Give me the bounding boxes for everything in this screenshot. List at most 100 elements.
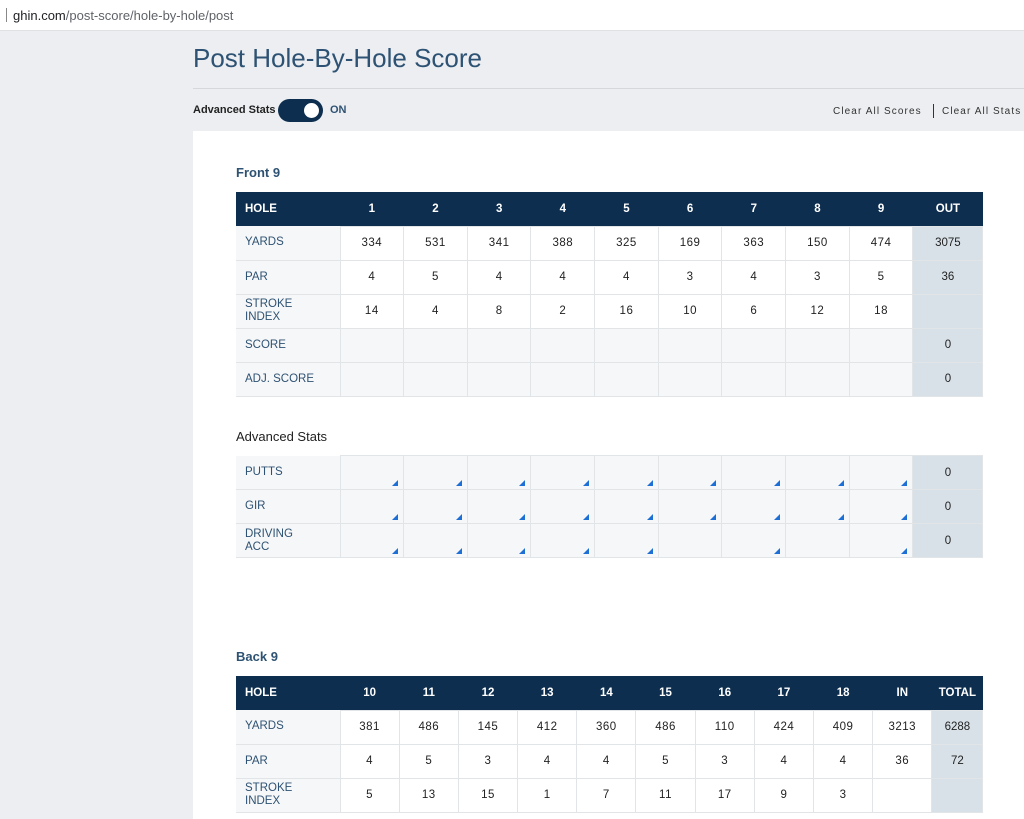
stroke-index-label-line2: INDEX [245, 311, 281, 323]
score-input-cell[interactable] [403, 327, 468, 363]
adj-score-cell [785, 361, 850, 397]
driving-acc-select-cell[interactable] [721, 523, 787, 558]
yards-label: YARDS [236, 226, 340, 261]
score-input-cell[interactable] [339, 327, 405, 363]
putts-label: PUTTS [236, 455, 340, 490]
score-input-cell[interactable] [594, 327, 659, 363]
dropdown-corner-icon [901, 480, 908, 486]
gir-select-cell[interactable] [785, 489, 850, 524]
par-value: 5 [398, 743, 459, 779]
driving-acc-select-cell[interactable] [339, 523, 405, 558]
advanced-stats-toggle[interactable] [278, 99, 323, 122]
browser-address-bar[interactable]: ghin.com/post-score/hole-by-hole/post [0, 0, 1024, 31]
score-input-cell[interactable] [466, 327, 532, 363]
dropdown-corner-icon [710, 480, 717, 486]
gir-select-cell[interactable] [530, 489, 596, 524]
dropdown-corner-icon [519, 514, 526, 520]
hole-number: 10 [340, 676, 400, 710]
par-value: 4 [753, 743, 815, 779]
hole-number: 18 [813, 676, 873, 710]
driving-acc-select-cell[interactable] [848, 523, 914, 558]
gir-select-cell[interactable] [466, 489, 532, 524]
clear-all-scores-link[interactable]: Clear All Scores [833, 106, 922, 117]
par-out-total: 36 [912, 259, 984, 295]
front9-adj-score-row: ADJ. SCORE 0 [236, 361, 984, 397]
stroke-index-value: 11 [635, 777, 696, 813]
gir-select-cell[interactable] [848, 489, 914, 524]
yards-value: 409 [812, 709, 874, 745]
driving-acc-cell-par3 [785, 523, 850, 558]
score-input-cell[interactable] [848, 327, 914, 363]
stroke-index-label-line2: INDEX [245, 795, 281, 807]
gir-select-cell[interactable] [339, 489, 405, 524]
par-value: 3 [694, 743, 755, 779]
yards-value: 381 [339, 709, 400, 745]
hole-number: 5 [594, 192, 659, 226]
score-label: SCORE [236, 328, 340, 363]
stroke-index-value: 8 [466, 293, 532, 329]
putts-select-cell[interactable] [848, 455, 914, 490]
gir-row: GIR 0 [236, 489, 984, 524]
adj-score-cell [657, 361, 723, 397]
page-title: Post Hole-By-Hole Score [193, 43, 482, 73]
putts-select-cell[interactable] [339, 455, 405, 490]
back9-header-row: HOLE 10 11 12 13 14 15 16 17 18 IN TOTAL [236, 676, 983, 710]
yards-grand-total: 6288 [931, 709, 984, 745]
par-value: 4 [466, 259, 532, 295]
score-input-cell[interactable] [530, 327, 596, 363]
hole-number: 8 [785, 192, 850, 226]
dropdown-corner-icon [455, 514, 462, 520]
gir-select-cell[interactable] [403, 489, 468, 524]
stroke-index-value: 4 [403, 293, 468, 329]
par-value: 4 [530, 259, 596, 295]
driving-acc-cell-par3 [657, 523, 723, 558]
stroke-index-value: 9 [753, 777, 815, 813]
yards-value: 150 [785, 225, 850, 261]
clear-all-stats-link[interactable]: Clear All Stats [942, 106, 1022, 117]
advanced-stats-toggle-label: Advanced Stats [193, 104, 276, 116]
yards-value: 110 [694, 709, 755, 745]
putts-select-cell[interactable] [466, 455, 532, 490]
score-input-cell[interactable] [657, 327, 723, 363]
in-header: IN [872, 676, 932, 710]
par-value: 3 [457, 743, 519, 779]
driving-acc-select-cell[interactable] [403, 523, 468, 558]
stroke-index-out-total [912, 293, 984, 329]
putts-select-cell[interactable] [403, 455, 468, 490]
driving-acc-select-cell[interactable] [530, 523, 596, 558]
hole-number: 7 [721, 192, 786, 226]
hole-number: 16 [695, 676, 755, 710]
putts-select-cell[interactable] [530, 455, 596, 490]
score-out-total: 0 [912, 327, 984, 363]
gir-select-cell[interactable] [594, 489, 659, 524]
back9-yards-row: YARDS 381 486 145 412 360 486 110 424 40… [236, 709, 984, 745]
hole-number: 9 [849, 192, 913, 226]
dropdown-corner-icon [646, 480, 653, 486]
par-label: PAR [236, 260, 340, 295]
advanced-stats-table: PUTTS 0 GIR [236, 455, 984, 558]
hole-header: HOLE [236, 192, 340, 226]
hole-header: HOLE [236, 676, 340, 710]
yards-value: 145 [457, 709, 519, 745]
par-value: 3 [785, 259, 850, 295]
link-separator [933, 104, 934, 118]
score-input-cell[interactable] [721, 327, 787, 363]
gir-select-cell[interactable] [721, 489, 787, 524]
driving-acc-select-cell[interactable] [466, 523, 532, 558]
putts-select-cell[interactable] [657, 455, 723, 490]
putts-select-cell[interactable] [785, 455, 850, 490]
putts-select-cell[interactable] [594, 455, 659, 490]
hole-number: 6 [658, 192, 722, 226]
yards-value: 360 [576, 709, 637, 745]
driving-acc-select-cell[interactable] [594, 523, 659, 558]
url-path: /post-score/hole-by-hole/post [65, 8, 234, 23]
front9-stroke-index-row: STROKE INDEX 14 4 8 2 16 10 6 12 18 [236, 293, 984, 329]
dropdown-corner-icon [392, 480, 399, 486]
driving-acc-label: DRIVING ACC [236, 523, 340, 558]
par-value: 5 [403, 259, 468, 295]
gir-select-cell[interactable] [657, 489, 723, 524]
putts-select-cell[interactable] [721, 455, 787, 490]
stroke-index-label-line1: STROKE [245, 298, 293, 310]
score-input-cell[interactable] [785, 327, 850, 363]
url-text[interactable]: ghin.com/post-score/hole-by-hole/post [13, 8, 233, 23]
